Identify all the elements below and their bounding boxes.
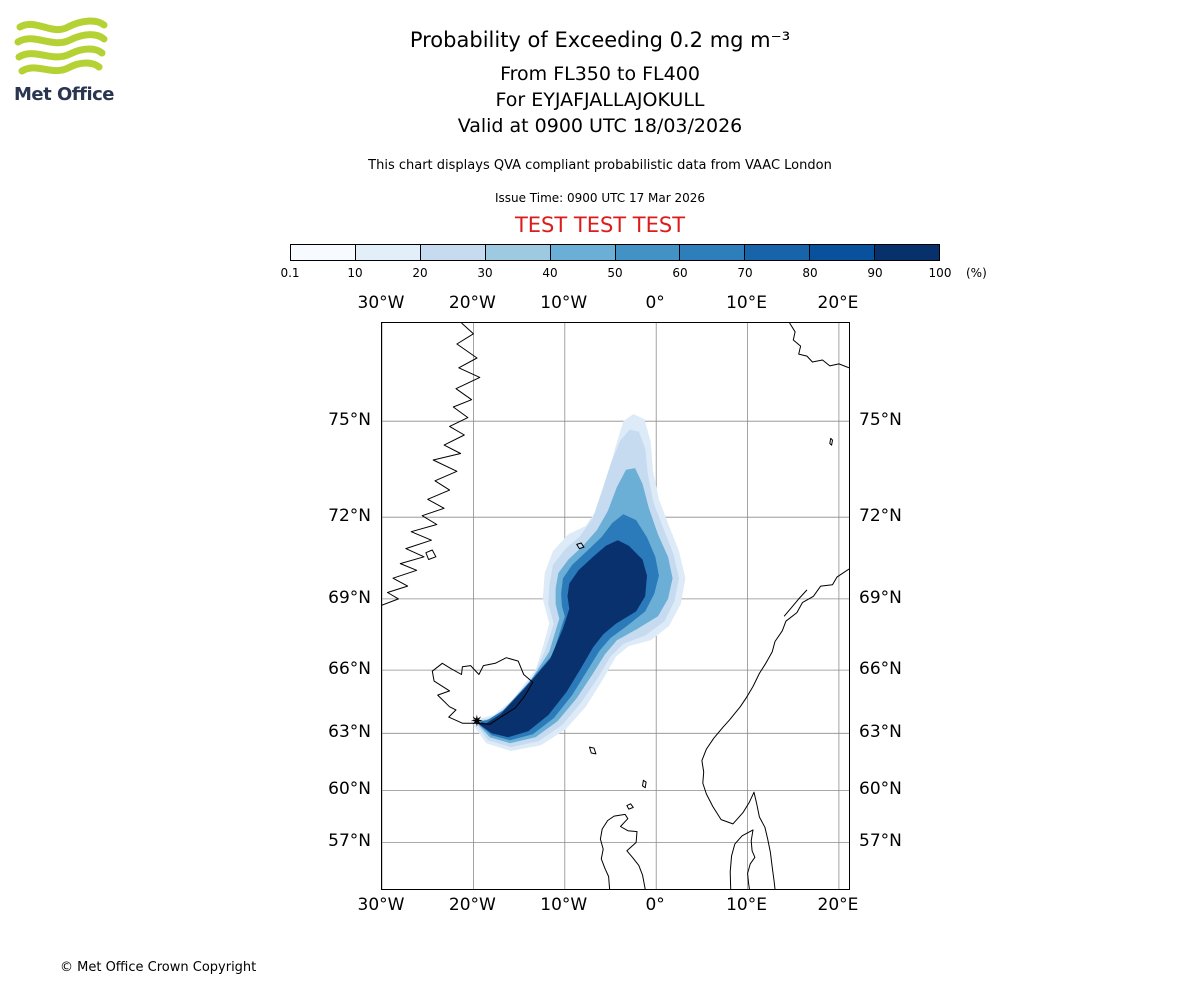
colorbar-tick: 50 [607,266,623,280]
qva-note: This chart displays QVA compliant probab… [368,158,832,173]
colorbar-cell [744,245,810,260]
page-title: Probability of Exceeding 0.2 mg m⁻³ [409,28,791,52]
colorbar-tick: 70 [737,266,753,280]
lon-label: 20°E [817,293,859,313]
flight-level-subtitle: From FL350 to FL400 [500,63,700,85]
colorbar-tick: 60 [672,266,688,280]
map-panel [381,322,850,890]
lat-label: 69°N [328,587,371,608]
map-canvas [381,322,850,890]
lon-label: 30°W [357,293,405,313]
copyright-text: © Met Office Crown Copyright [60,960,257,975]
colorbar-tick: 90 [867,266,883,280]
colorbar-tick: 20 [412,266,428,280]
lon-label: 10°W [540,895,588,915]
lat-label: 75°N [859,410,902,431]
lat-label: 69°N [859,587,902,608]
volcano-marker [470,714,483,727]
lat-label: 66°N [328,659,371,680]
colorbar-cell [291,245,355,260]
lon-label: 10°E [726,895,767,915]
colorbar-tick: 0.1 [280,266,300,280]
lat-label: 72°N [328,506,371,527]
colorbar-cell [419,245,485,260]
lon-label: 20°W [448,293,496,313]
colorbar-cells [290,244,940,261]
lat-label: 60°N [328,779,371,800]
lon-label: 20°W [448,895,496,915]
lat-label: 63°N [859,722,902,743]
coast-shetland [642,779,647,789]
coast-svalbard [789,322,850,369]
colorbar-tick: 10 [347,266,363,280]
coast-scotland [599,813,646,890]
lon-label: 0° [645,293,665,313]
plume-layer-80pct [478,540,647,738]
lat-label: 75°N [328,410,371,431]
lon-label: 0° [645,895,665,915]
colorbar-legend: 0.1 10 20 30 40 50 60 70 80 90 100 (%) [280,244,1010,290]
colorbar-cell [614,245,680,260]
lat-label: 57°N [328,831,371,852]
issue-time: Issue Time: 0900 UTC 17 Mar 2026 [494,191,706,205]
met-office-logo-text: Met Office [14,84,115,105]
coast-iceland [431,657,534,725]
met-office-logo-waves-icon [14,17,108,75]
lon-label: 10°E [726,293,767,313]
lat-label: 72°N [859,506,902,527]
lat-label: 63°N [328,722,371,743]
lon-label: 20°E [817,895,859,915]
coast-greenland_island [425,549,437,560]
coast-bear_island [829,437,833,446]
coast-faroes [589,746,597,755]
colorbar-tick: 40 [542,266,558,280]
lon-label: 30°W [357,895,405,915]
met-office-logo: Met Office [14,16,124,105]
test-banner: TEST TEST TEST [514,213,686,237]
lat-label: 60°N [859,779,902,800]
colorbar-cell [679,245,745,260]
coast-jan_mayen [576,542,585,550]
colorbar-unit-label: (%) [966,266,987,280]
colorbar-tick: 30 [477,266,493,280]
lat-label: 57°N [859,831,902,852]
coast-orkney [626,803,634,810]
lat-label: 66°N [859,659,902,680]
lon-label: 10°W [540,293,588,313]
colorbar-tick: 80 [802,266,818,280]
colorbar-cell [549,245,615,260]
colorbar-cell [484,245,550,260]
colorbar-cell [354,245,420,260]
colorbar-cell [874,245,940,260]
colorbar-tick: 100 [928,266,952,280]
valid-time-subtitle: Valid at 0900 UTC 18/03/2026 [457,115,743,137]
coast-greenland [381,322,481,606]
coast-denmark [729,829,756,890]
volcano-subtitle: For EYJAFJALLAJOKULL [495,89,705,111]
colorbar-cell [809,245,875,260]
coast-norway [701,568,850,890]
coast-lofoten [783,589,808,617]
